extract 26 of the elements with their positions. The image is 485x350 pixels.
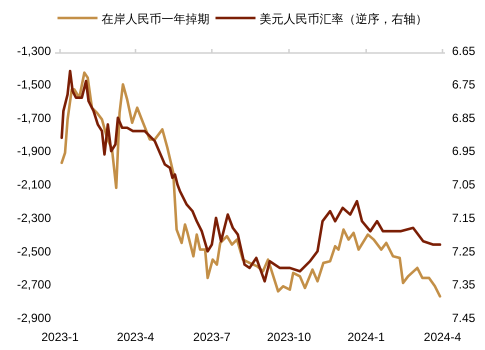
x-tick-label: 2024-1 — [347, 330, 386, 344]
x-tick-label: 2024-4 — [424, 330, 462, 344]
y-tick-label: -1,300 — [16, 44, 52, 58]
y2-tick-label: 7.45 — [452, 311, 476, 325]
y-tick-label: -2,500 — [16, 244, 52, 258]
y-tick-label: -2,100 — [16, 178, 52, 192]
y2-tick-label: 7.35 — [452, 278, 476, 292]
y-tick-label: -2,900 — [16, 311, 52, 325]
y-tick-label: -2,700 — [16, 278, 52, 292]
y2-tick-label: 6.75 — [452, 77, 476, 92]
y2-tick-label: 6.65 — [452, 44, 476, 58]
legend-label: 美元人民币汇率（逆序，右轴） — [260, 12, 428, 26]
x-tick-label: 2023-7 — [193, 330, 231, 344]
x-tick-label: 2023-10 — [266, 330, 312, 344]
y2-tick-label: 7.15 — [452, 210, 476, 225]
y-tick-label: -2,300 — [16, 210, 52, 225]
y-tick-label: -1,700 — [16, 110, 52, 125]
y2-tick-label: 7.25 — [452, 244, 476, 258]
y2-tick-label: 6.85 — [452, 110, 476, 125]
x-tick-label: 2023-4 — [116, 330, 155, 344]
y2-tick-label: 7.05 — [452, 178, 476, 192]
legend-label: 在岸人民币一年掉期 — [102, 12, 210, 26]
y2-tick-label: 6.95 — [452, 144, 476, 158]
y-tick-label: -1,900 — [16, 144, 52, 158]
x-tick-label: 2023-1 — [41, 330, 80, 344]
y-tick-label: -1,500 — [16, 77, 52, 92]
